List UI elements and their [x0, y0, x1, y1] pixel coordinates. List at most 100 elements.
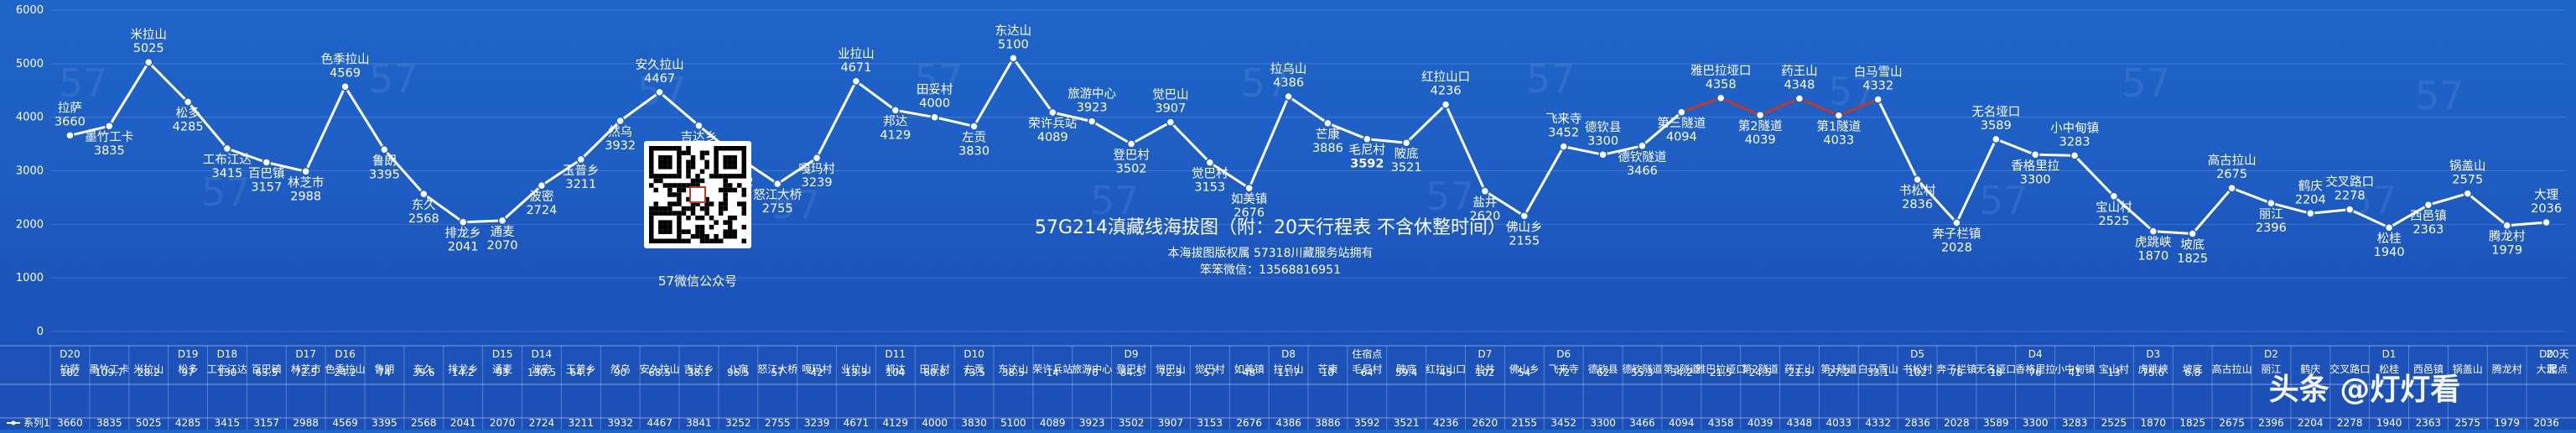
column-label: 陂底 [1396, 363, 1416, 375]
data-point [380, 145, 389, 154]
point-name-label: 陂底 [1394, 147, 1419, 161]
table-elevation-value: 2070 [490, 417, 516, 429]
distance-value: 18 [1990, 367, 2002, 378]
table-elevation-value: 3252 [725, 417, 751, 429]
distance-value: 57 [1203, 367, 1216, 378]
table-elevation-value: 1940 [2376, 417, 2402, 429]
point-value-label: 2836 [1902, 198, 1933, 211]
distance-value: 64 [1361, 367, 1374, 378]
qr-logo-icon [689, 186, 706, 203]
column-label: 盐井 [1475, 363, 1495, 375]
data-point [2030, 150, 2040, 159]
point-value-label: 1979 [2491, 244, 2522, 258]
point-name-label: 墨竹工卡 [85, 130, 133, 144]
distance-value: 90 [614, 367, 626, 378]
column-label: 德钦隧道 [1622, 363, 1662, 375]
point-name-label: 如美镇 [1231, 192, 1268, 206]
column-label: 毛尼村 [1352, 363, 1382, 375]
point-value-label: 4348 [1784, 79, 1815, 92]
table-elevation-value: 5100 [1000, 417, 1026, 429]
column-label: 雅巴拉垭口 [1696, 363, 1746, 375]
distance-value: 72.5 [294, 367, 317, 378]
distance-value: 102 [1475, 367, 1494, 378]
data-point [1952, 218, 1961, 227]
watermark-57-1: 57 [369, 56, 418, 102]
distance-value: 28.2 [138, 367, 160, 378]
column-label: 东久 [413, 363, 434, 375]
table-elevation-value: 1825 [2179, 417, 2205, 429]
distance-value: 78 [1950, 367, 1963, 378]
point-name-label: 邦达 [883, 114, 907, 128]
point-value-label: 2036 [2531, 202, 2562, 216]
distance-value: 104 [886, 367, 905, 378]
data-point [1598, 150, 1607, 159]
column-label: 东达山 [998, 363, 1028, 375]
point-name-label: 田妥村 [917, 83, 953, 97]
data-point [2188, 229, 2197, 238]
column-label: 西邑镇 [2413, 363, 2444, 375]
distance-value: 14.2 [452, 367, 475, 378]
distance-value: 76 [1086, 367, 1098, 378]
table-elevation-value: 3300 [2023, 417, 2049, 429]
point-value-label: 2755 [762, 202, 793, 216]
point-value-label: 3502 [1116, 163, 1147, 176]
data-point [1519, 211, 1530, 221]
table-elevation-value: 3521 [1394, 417, 1420, 429]
corner-watermark: 头条 @灯灯看 [2269, 373, 2461, 407]
table-elevation-value: 3841 [686, 417, 712, 429]
column-label: 然乌 [610, 363, 631, 375]
point-value-label: 3300 [1587, 134, 1618, 148]
point-value-label: 3592 [1350, 158, 1384, 171]
point-name-label: 奔子栏镇 [1932, 227, 1981, 242]
data-point [576, 154, 586, 164]
distance-value: 45 [1439, 367, 1452, 378]
data-point [1873, 95, 1883, 104]
table-elevation-value: 3300 [1590, 417, 1616, 429]
point-value-label: 2204 [2295, 193, 2326, 206]
table-elevation-value: 2755 [765, 417, 791, 429]
point-name-label: 吉达乡 [681, 130, 718, 144]
data-point [1794, 94, 1805, 103]
table-elevation-value: 3886 [1315, 417, 1341, 429]
point-name-label: 东达山 [995, 23, 1032, 38]
table-elevation-value: 4386 [1275, 417, 1301, 429]
column-label: 书松村 [1903, 363, 1933, 375]
day-marker: D10 [963, 348, 984, 360]
watermark-57-7: 57 [2122, 60, 2171, 106]
column-label: 锅盖山 [2453, 363, 2483, 375]
point-name-label: 无名垭口 [1971, 105, 2020, 119]
point-name-label: 嘎玛村 [798, 162, 835, 176]
point-value-label: 2278 [2334, 190, 2366, 203]
watermark-57-6: 57 [1828, 69, 1877, 114]
point-value-label: 3589 [1981, 119, 2012, 133]
point-value-label: 5025 [133, 42, 164, 55]
column-label: 波密 [532, 363, 552, 375]
column-label: 排龙乡 [448, 363, 478, 375]
table-elevation-value: 2204 [2298, 417, 2324, 429]
data-point [1480, 186, 1490, 196]
point-name-label: 药王山 [1781, 65, 1818, 79]
column-label: 佛山乡 [1509, 363, 1540, 375]
point-name-label: 香格里拉 [2011, 159, 2059, 173]
distance-value: 72.3 [1160, 367, 1182, 378]
column-label: 拉萨 [60, 363, 80, 375]
table-elevation-value: 2028 [1944, 417, 1970, 429]
column-label: 丽江 [2261, 363, 2281, 375]
watermark-57-13: 57 [1979, 178, 2028, 223]
day-marker: D8 [1281, 348, 1296, 360]
column-label: 嘎玛村 [802, 363, 832, 375]
day-marker: D9 [1124, 348, 1139, 360]
point-value-label: 4285 [173, 121, 204, 134]
point-value-label: 3923 [1077, 102, 1108, 115]
table-elevation-value: 1979 [2494, 417, 2520, 429]
data-point [1048, 107, 1057, 117]
distance-value: 41 [2068, 367, 2080, 378]
day-marker: 住宿点 [1352, 347, 1382, 360]
data-point [1401, 138, 1411, 148]
point-value-label: 3886 [1312, 142, 1343, 155]
watermark-57-0: 57 [59, 60, 108, 106]
point-value-label: 5100 [998, 38, 1029, 51]
table-elevation-value: 2155 [1512, 417, 1538, 429]
point-value-label: 3395 [369, 168, 400, 181]
table-elevation-value: 3415 [215, 417, 241, 429]
